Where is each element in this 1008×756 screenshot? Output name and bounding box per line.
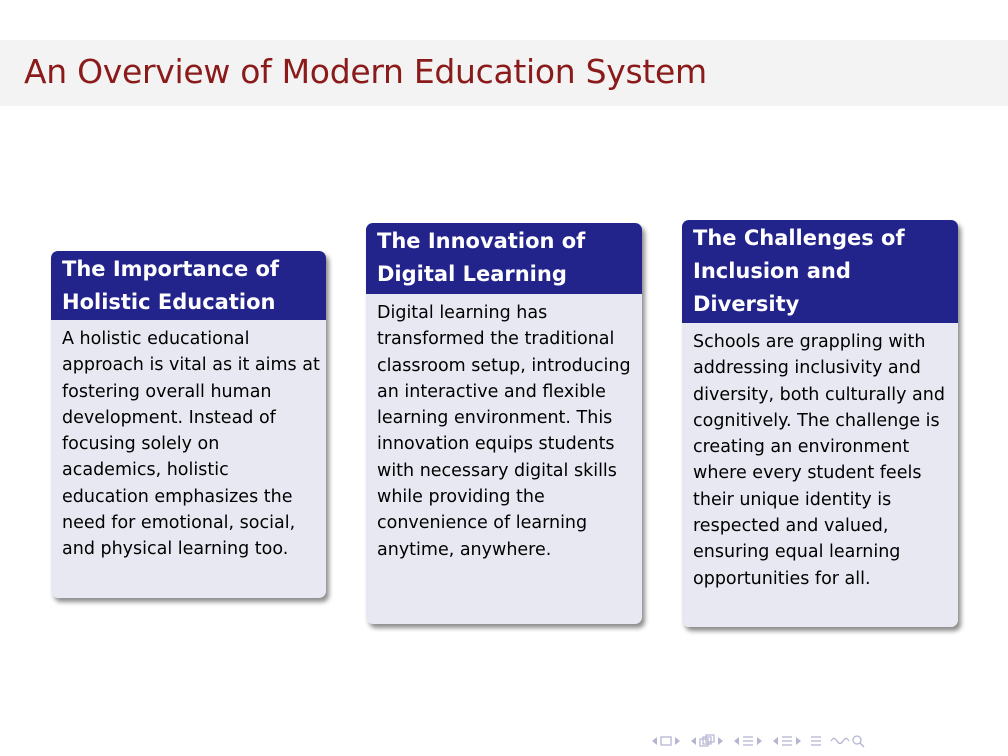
nav-subsection-group[interactable] xyxy=(689,734,725,748)
nav-search-icon[interactable] xyxy=(829,734,867,748)
nav-next-arrow-icon[interactable] xyxy=(795,736,803,746)
block-title: The Importance of Holistic Education xyxy=(51,251,326,320)
nav-next-arrow-icon[interactable] xyxy=(717,736,725,746)
nav-part-icon[interactable] xyxy=(781,735,793,747)
block-title: The Innovation of Digital Learning xyxy=(366,223,642,294)
nav-align-icon[interactable] xyxy=(810,735,822,747)
block-holistic-education: The Importance of Holistic Education A h… xyxy=(51,251,326,598)
nav-frame-icon[interactable] xyxy=(660,736,672,746)
nav-subsection-icon[interactable] xyxy=(699,734,715,748)
nav-prev-arrow-icon[interactable] xyxy=(771,736,779,746)
nav-frame-group[interactable] xyxy=(650,736,682,746)
block-digital-learning: The Innovation of Digital Learning Digit… xyxy=(366,223,642,624)
nav-next-arrow-icon[interactable] xyxy=(674,736,682,746)
nav-prev-arrow-icon[interactable] xyxy=(650,736,658,746)
title-bar: An Overview of Modern Education System xyxy=(0,40,1008,106)
block-body: Digital learning has transformed the tra… xyxy=(377,303,631,560)
navigation-bar xyxy=(650,732,990,750)
slide-title: An Overview of Modern Education System xyxy=(24,52,707,91)
nav-section-group[interactable] xyxy=(732,735,764,747)
nav-part-group[interactable] xyxy=(771,735,803,747)
block-body: A holistic educational approach is vital… xyxy=(62,329,320,560)
block-title: The Challenges of Inclusion and Diversit… xyxy=(682,220,958,323)
block-body: Schools are grappling with addressing in… xyxy=(693,332,945,589)
nav-prev-arrow-icon[interactable] xyxy=(689,736,697,746)
nav-section-icon[interactable] xyxy=(742,735,754,747)
nav-next-arrow-icon[interactable] xyxy=(756,736,764,746)
nav-prev-arrow-icon[interactable] xyxy=(732,736,740,746)
block-inclusion-diversity: The Challenges of Inclusion and Diversit… xyxy=(682,220,958,627)
